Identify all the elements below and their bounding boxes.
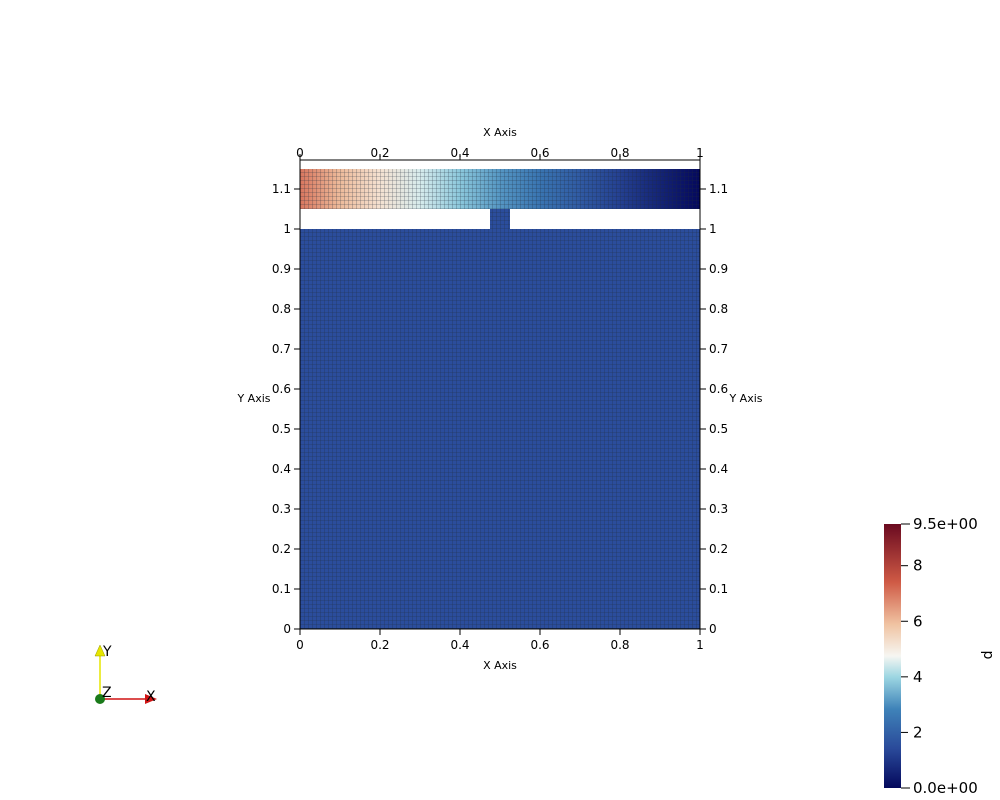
colorbar-tick-label: 8 bbox=[913, 557, 923, 575]
y-tick-label-right: 0 bbox=[709, 622, 717, 636]
y-tick-label-left: 0.1 bbox=[272, 582, 291, 596]
y-tick-label-left: 0.5 bbox=[272, 422, 291, 436]
orientation-axes-widget: Y Z X bbox=[94, 644, 157, 705]
x-tick-label-bottom: 0.2 bbox=[370, 638, 389, 652]
y-tick-label-left: 0.2 bbox=[272, 542, 291, 556]
lower-region-mesh bbox=[300, 229, 700, 629]
x-tick-label-bottom: 0.6 bbox=[530, 638, 549, 652]
y-tick-label-right: 0.4 bbox=[709, 462, 728, 476]
slot-region-mesh bbox=[490, 209, 510, 229]
x-tick-label-bottom: 0 bbox=[296, 638, 304, 652]
y-tick-label-left: 0.6 bbox=[272, 382, 291, 396]
y-tick-label-right: 0.2 bbox=[709, 542, 728, 556]
y-tick-label-right: 0.9 bbox=[709, 262, 728, 276]
left-axis-title: Y Axis bbox=[236, 392, 270, 405]
y-tick-label-left: 1.1 bbox=[272, 182, 291, 196]
bottom-axis-title: X Axis bbox=[483, 659, 517, 672]
orientation-y-label: Y bbox=[102, 644, 112, 660]
color-legend[interactable]: 2 4 6 8 9.5e+00 0.0e+00 p bbox=[884, 515, 996, 797]
y-tick-label-left: 0.3 bbox=[272, 502, 291, 516]
colorbar-gradient bbox=[884, 524, 901, 788]
y-tick-label-right: 0.1 bbox=[709, 582, 728, 596]
y-tick-label-left: 0.8 bbox=[272, 302, 291, 316]
mesh-domain[interactable] bbox=[300, 169, 700, 629]
z-axis-dot bbox=[95, 694, 105, 704]
x-tick-label-top: 0.4 bbox=[450, 146, 469, 160]
colorbar-tick-label: 4 bbox=[913, 668, 923, 686]
y-tick-label-right: 0.7 bbox=[709, 342, 728, 356]
y-tick-label-left: 1 bbox=[283, 222, 291, 236]
y-tick-label-right: 1.1 bbox=[709, 182, 728, 196]
colorbar-max-label: 9.5e+00 bbox=[913, 515, 978, 533]
y-axis-arrow-head bbox=[94, 644, 106, 657]
y-tick-label-left: 0 bbox=[283, 622, 291, 636]
x-tick-label-bottom: 0.4 bbox=[450, 638, 469, 652]
x-axis-arrow-head bbox=[145, 694, 157, 704]
y-tick-label-left: 0.9 bbox=[272, 262, 291, 276]
upper-channel-mesh bbox=[300, 169, 700, 209]
x-tick-label-top: 0.8 bbox=[610, 146, 629, 160]
colorbar-min-label: 0.0e+00 bbox=[913, 779, 978, 797]
colorbar-tick-label: 6 bbox=[913, 612, 923, 630]
y-tick-label-right: 1 bbox=[709, 222, 717, 236]
y-tick-label-left: 0.7 bbox=[272, 342, 291, 356]
x-tick-label-top: 0.6 bbox=[530, 146, 549, 160]
colorbar-tick-label: 2 bbox=[913, 723, 923, 741]
y-tick-label-right: 0.8 bbox=[709, 302, 728, 316]
orientation-z-label: Z bbox=[102, 685, 112, 701]
y-tick-label-left: 0.4 bbox=[272, 462, 291, 476]
top-axis-title: X Axis bbox=[483, 126, 517, 139]
y-tick-label-right: 0.3 bbox=[709, 502, 728, 516]
y-tick-label-right: 0.6 bbox=[709, 382, 728, 396]
x-tick-label-top: 1 bbox=[696, 146, 704, 160]
x-tick-label-bottom: 1 bbox=[696, 638, 704, 652]
x-tick-label-top: 0.2 bbox=[370, 146, 389, 160]
colorbar-title: p bbox=[980, 651, 996, 660]
right-axis-title: Y Axis bbox=[728, 392, 762, 405]
y-tick-label-right: 0.5 bbox=[709, 422, 728, 436]
x-tick-label-bottom: 0.8 bbox=[610, 638, 629, 652]
orientation-x-label: X bbox=[146, 689, 156, 705]
x-tick-label-top: 0 bbox=[296, 146, 304, 160]
